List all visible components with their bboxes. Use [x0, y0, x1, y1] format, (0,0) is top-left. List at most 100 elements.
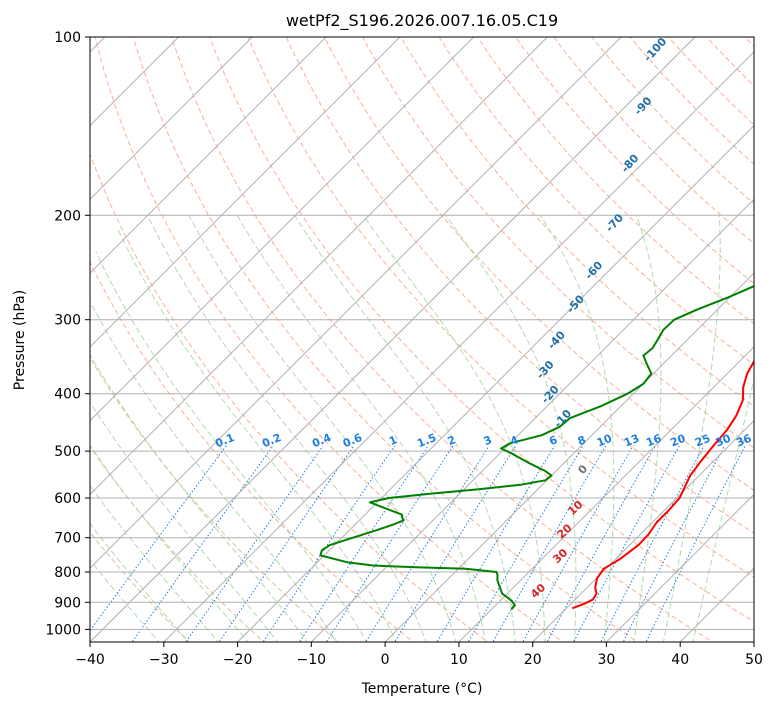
- dewpoint-line: [320, 37, 775, 609]
- dry-adiabat-label: -90: [632, 94, 655, 118]
- mixing-ratio-label: 1.5: [415, 431, 438, 450]
- mixing-ratio-line: [364, 446, 489, 645]
- isotherm: [164, 37, 769, 642]
- dry-adiabat: [17, 24, 417, 645]
- isotherm: [754, 37, 775, 642]
- y-tick-label: 100: [54, 30, 81, 46]
- x-tick-label: −10: [297, 652, 327, 668]
- isotherm: [0, 37, 547, 642]
- moist-adiabat-label: 10: [565, 498, 585, 518]
- x-axis: −40 −30 −20 −10 0 10 20 30 40 50: [75, 642, 763, 668]
- y-tick-label: 800: [54, 565, 81, 581]
- mixing-ratio-label: 16: [644, 432, 663, 450]
- y-tick-label: 500: [54, 444, 81, 460]
- mixing-ratio-line: [492, 446, 606, 645]
- moist-adiabat: [0, 356, 191, 645]
- x-tick-label: 50: [745, 652, 763, 668]
- moist-adiabat: [363, 215, 545, 644]
- x-tick-label: −20: [223, 652, 253, 668]
- moist-adiabat: [446, 215, 576, 644]
- mixing-ratio-label: 0.6: [341, 431, 364, 450]
- dry-adiabat-label: -80: [619, 151, 642, 175]
- y-tick-label: 300: [54, 313, 81, 329]
- isotherm: [0, 37, 252, 642]
- dry-adiabat: [770, 24, 775, 645]
- mixing-ratio-line: [393, 446, 516, 645]
- moist-adiabat-label: 20: [555, 521, 575, 541]
- isotherm: [0, 37, 400, 642]
- profile-lines: [320, 37, 775, 609]
- mixing-ratio-line: [325, 446, 453, 645]
- x-tick-label: −40: [75, 652, 105, 668]
- isotherm: [680, 37, 775, 642]
- x-tick-label: 10: [450, 652, 468, 668]
- mixing-ratio-label: 3: [482, 433, 494, 448]
- mixing-ratio-label: 1: [387, 433, 399, 448]
- mixing-ratio-line: [521, 446, 633, 645]
- dry-adiabat: [0, 24, 267, 645]
- x-tick-label: −30: [149, 652, 179, 668]
- mixing-ratio-label: 30: [714, 432, 733, 450]
- mixing-ratio-label: 36: [734, 432, 753, 450]
- background-lines: [0, 24, 775, 645]
- x-axis-label: Temperature (°C): [361, 681, 483, 697]
- dry-adiabat: [0, 24, 192, 645]
- moist-adiabat: [148, 215, 427, 644]
- dry-adiabat: [318, 24, 775, 645]
- dry-adiabat-label: -100: [641, 35, 669, 64]
- dry-adiabat: [393, 24, 775, 645]
- dry-adiabat-label: -60: [582, 258, 605, 282]
- mixing-ratio-label: 0.1: [213, 431, 236, 450]
- isotherm: [459, 37, 775, 642]
- isotherm: [533, 37, 775, 642]
- moist-adiabat-label: 40: [528, 581, 548, 601]
- isotherm: [16, 37, 621, 642]
- y-tick-label: 700: [54, 531, 81, 547]
- moist-adiabat: [693, 215, 775, 644]
- mixing-ratio-line: [599, 446, 704, 645]
- mixing-ratio-line: [184, 446, 323, 645]
- dry-adiabat: [431, 24, 775, 645]
- mixing-ratio-label: 13: [622, 432, 641, 450]
- moist-adiabat: [295, 215, 516, 644]
- moist-adiabat: [4, 340, 221, 644]
- temperature-line: [572, 37, 775, 608]
- dry-adiabat-label: 0: [576, 462, 591, 477]
- chart-title: wetPf2_S196.2026.007.16.05.C19: [286, 11, 558, 31]
- dry-adiabat: [280, 24, 775, 645]
- mixing-ratio-label: 2: [446, 433, 458, 448]
- mixing-ratio-label: 0.4: [310, 431, 333, 450]
- x-tick-label: 20: [524, 652, 542, 668]
- mixing-ratio-label: 10: [595, 432, 614, 450]
- y-tick-label: 900: [54, 595, 81, 611]
- isotherm: [90, 37, 695, 642]
- mixing-ratio-label: 0.2: [260, 431, 283, 450]
- mixing-ratio-line: [130, 446, 273, 645]
- mixing-ratio-label: 20: [668, 432, 687, 450]
- y-tick-label: 1000: [45, 622, 81, 638]
- mixing-ratio-line: [261, 446, 394, 645]
- y-tick-label: 400: [54, 387, 81, 403]
- dry-adiabat-label: -20: [539, 383, 562, 407]
- isotherm: [0, 37, 326, 642]
- y-tick-label: 200: [54, 208, 81, 224]
- x-tick-label: 30: [597, 652, 615, 668]
- y-axis-label: Pressure (hPa): [12, 290, 28, 390]
- x-tick-label: 0: [381, 652, 390, 668]
- y-tick-label: 600: [54, 491, 81, 507]
- y-axis: 100 200 300 400 500 600 700 800 900 1000: [45, 30, 90, 638]
- dry-adiabat: [695, 24, 775, 645]
- dry-adiabat-label: -40: [545, 328, 568, 352]
- mixing-ratio-line: [218, 446, 354, 645]
- mixing-ratio-label: 25: [693, 432, 712, 450]
- dry-adiabat-label: -70: [603, 211, 626, 235]
- moist-adiabat-label: 30: [550, 546, 570, 566]
- dry-adiabat: [657, 24, 775, 645]
- moist-adiabat: [55, 288, 309, 645]
- x-tick-label: 40: [671, 652, 689, 668]
- mixing-ratio-label: 6: [547, 433, 559, 448]
- dry-adiabat: [54, 24, 491, 645]
- moist-adiabat: [634, 215, 662, 644]
